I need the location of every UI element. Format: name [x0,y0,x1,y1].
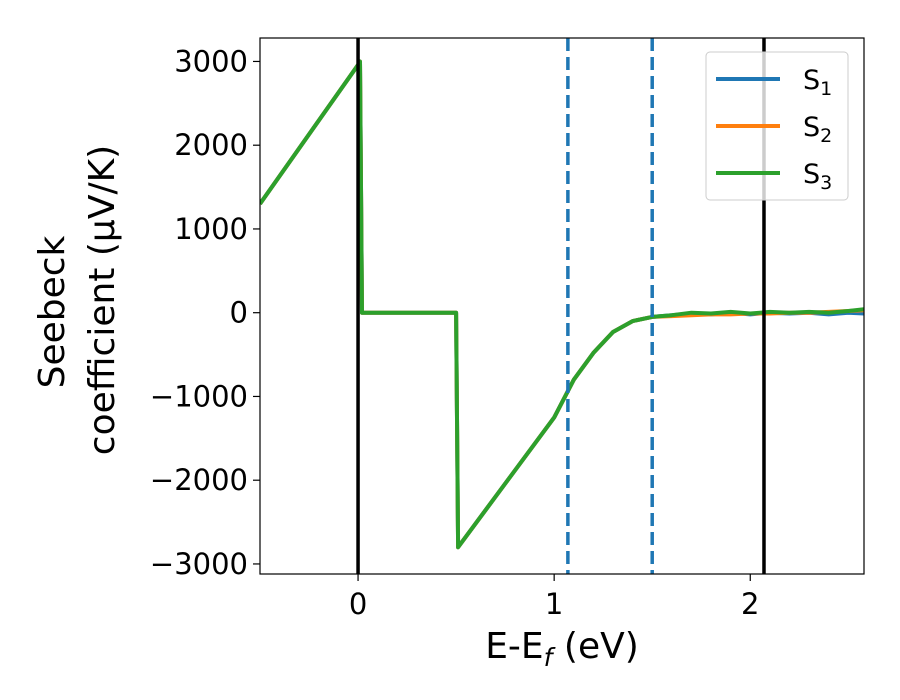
legend: S1 S2 S3 [705,51,849,201]
y-axis-title-line2: coefficient (μV/K) [82,145,123,455]
y-axis-title-line1: Seebeck [32,235,73,388]
y-axis-ticks: 3000 2000 1000 0 −1000 −2000 −3000 [150,44,260,581]
x-tick-label: 0 [349,587,367,621]
y-tick-label: −2000 [150,463,248,497]
legend-label-s2: S2 [803,112,832,147]
legend-label-s1: S1 [803,65,832,100]
x-axis-title: E-Ef (eV) [485,626,639,672]
x-tick-label: 2 [741,587,759,621]
x-axis-ticks: 0 1 2 [349,574,759,621]
y-tick-label: 3000 [174,44,248,78]
y-axis-title: Seebeck coefficient (μV/K) [32,145,123,455]
legend-label-s3: S3 [803,159,832,194]
y-tick-label: 0 [230,296,248,330]
y-tick-label: 1000 [174,212,248,246]
y-tick-label: 2000 [174,128,248,162]
x-tick-label: 1 [545,587,563,621]
y-tick-label: −1000 [150,379,248,413]
vline-layer [356,38,766,574]
y-tick-label: −3000 [150,547,248,581]
plot-frame [259,37,865,575]
